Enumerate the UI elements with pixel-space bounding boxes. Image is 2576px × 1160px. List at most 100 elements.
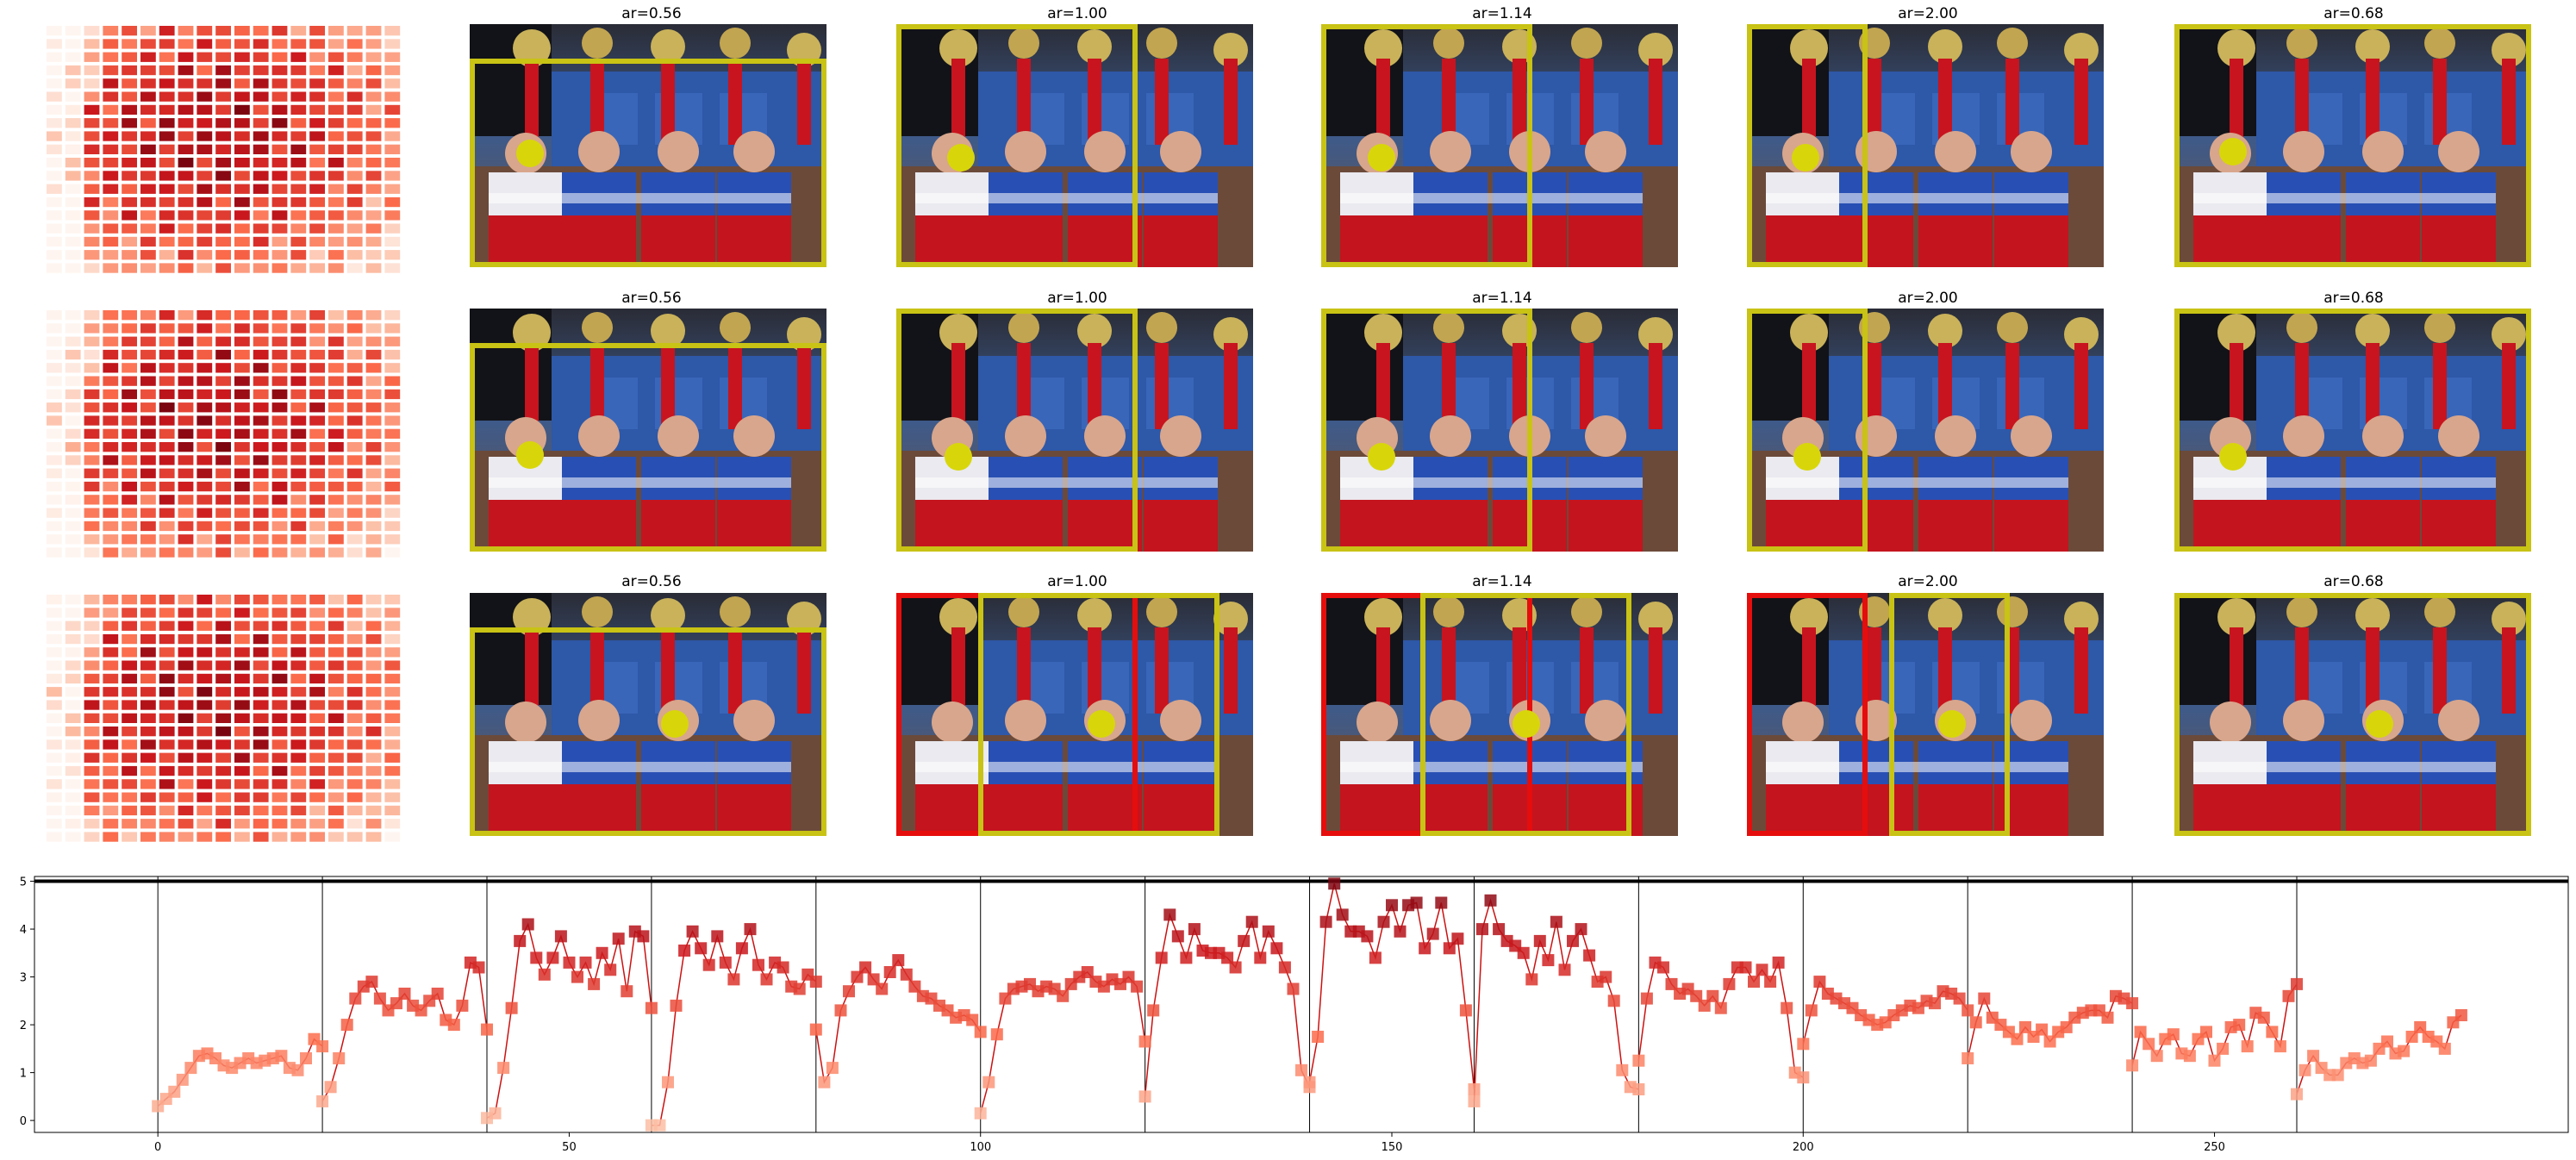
photo-panel (470, 309, 826, 552)
heatmap-cell (122, 521, 137, 532)
heatmap-cell (328, 805, 344, 816)
heatmap-cell (84, 621, 100, 631)
heatmap-cell (346, 455, 363, 465)
data-point (999, 992, 1012, 1005)
data-point (275, 1050, 288, 1063)
heatmap-cell (365, 819, 382, 829)
heatmap-cell (84, 595, 100, 605)
heatmap-cell (346, 832, 363, 842)
heatmap-cell (140, 349, 156, 360)
heatmap-cell (309, 52, 325, 62)
heatmap-cell (47, 765, 62, 776)
heatmap-cell (84, 376, 100, 386)
heatmap-cell (84, 236, 100, 247)
heatmap-cell (384, 223, 401, 234)
heatmap-cell (328, 250, 344, 260)
heatmap-cell (140, 91, 156, 102)
heatmap-cell (159, 131, 175, 141)
heatmap-cell (122, 508, 137, 518)
heatmap-cell (346, 402, 363, 413)
data-point (834, 1004, 847, 1017)
heatmap-cell (309, 26, 325, 36)
data-point (1484, 894, 1497, 907)
heatmap-cell (365, 508, 382, 518)
heatmap-cell (215, 223, 231, 234)
heatmap-cell (328, 184, 344, 194)
yellow-box (470, 59, 826, 267)
heatmap-cell (365, 65, 382, 76)
heatmap-cell (384, 727, 401, 737)
data-point (2019, 1020, 2031, 1033)
series-line (651, 926, 817, 1126)
heatmap-cell (234, 819, 250, 829)
data-point (1386, 899, 1398, 912)
heatmap-cell (271, 131, 288, 141)
heatmap-cell (122, 428, 137, 439)
yellow-box (470, 627, 826, 836)
heatmap-cell (84, 779, 100, 789)
heatmap-cell (253, 633, 269, 645)
heatmap-cell (384, 739, 401, 750)
heatmap-cell (103, 428, 119, 439)
heatmap-cell (271, 171, 288, 181)
heatmap-cell (65, 455, 81, 465)
heatmap-cell (309, 428, 325, 439)
heatmap-cell (234, 349, 250, 360)
data-point (2241, 1040, 2254, 1053)
heatmap-cell (84, 428, 100, 439)
heatmap-cell (159, 455, 175, 465)
heatmap-cell (346, 713, 363, 723)
heatmap-cell (346, 819, 363, 829)
heatmap-cell (159, 118, 175, 128)
heatmap-cell (253, 39, 269, 49)
heatmap-cell (47, 547, 62, 558)
heatmap-cell (328, 26, 344, 36)
heatmap-cell (384, 521, 401, 532)
heatmap-cell (328, 323, 344, 334)
heatmap-cell (215, 363, 231, 373)
heatmap-cell (215, 819, 231, 829)
heatmap-cell (234, 765, 250, 776)
heatmap-cell (178, 196, 194, 208)
heatmap-cell (328, 223, 344, 234)
heatmap-cell (215, 376, 231, 386)
heatmap-cell (122, 534, 137, 545)
heatmap-cell (328, 104, 344, 115)
data-point (1155, 951, 1168, 964)
heatmap-cell (178, 349, 194, 360)
heatmap-cell (253, 521, 269, 532)
heatmap-cell (65, 196, 81, 208)
heatmap-cell (234, 65, 250, 76)
data-point (1764, 976, 1777, 988)
heatmap-cell (346, 39, 363, 49)
heatmap-cell (290, 805, 307, 816)
heatmap-cell (309, 349, 325, 360)
heatmap-cell (103, 389, 119, 400)
heatmap-cell (346, 52, 363, 62)
heatmap-cell (159, 792, 175, 802)
heatmap-cell (178, 832, 194, 842)
data-point (702, 958, 715, 971)
heatmap-cell (196, 336, 213, 346)
data-point (2273, 1040, 2286, 1053)
marker-dot (2366, 710, 2393, 738)
heatmap-cell (159, 184, 175, 194)
heatmap-cell (253, 534, 269, 545)
data-point (2405, 1031, 2418, 1043)
heatmap-cell (365, 158, 382, 168)
heatmap-cell (122, 687, 137, 697)
heatmap-cell (309, 144, 325, 154)
heatmap-cell (122, 118, 137, 128)
data-point (1295, 1063, 1307, 1076)
data-point (300, 1052, 312, 1064)
data-point (1533, 934, 1546, 947)
heatmap-cell (346, 673, 363, 684)
heatmap-cell (365, 118, 382, 128)
podium-photo (1747, 593, 2104, 836)
heatmap-cell (271, 819, 288, 829)
marker-dot (661, 710, 689, 738)
data-point (415, 1004, 427, 1017)
data-point (398, 988, 411, 1000)
marker-dot (945, 443, 972, 471)
heatmap-cell (328, 468, 344, 478)
